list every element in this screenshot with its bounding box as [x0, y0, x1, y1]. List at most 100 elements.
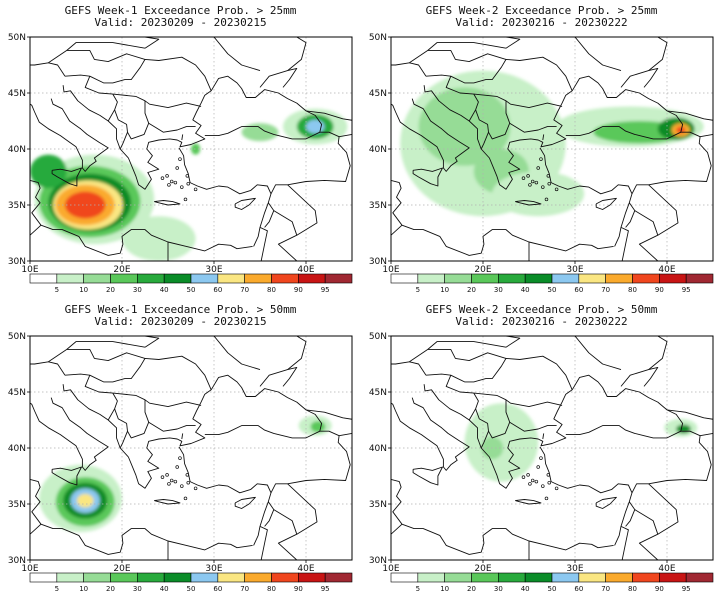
- colorbar-tick-label: 80: [628, 585, 637, 593]
- lon-label: 10E: [21, 564, 38, 574]
- country-border: [119, 132, 128, 150]
- panel-title: GEFS Week-1 Exceedance Prob. > 25mm: [64, 4, 297, 17]
- country-border: [542, 433, 545, 440]
- colorbar-tick-label: 5: [416, 585, 420, 593]
- colorbar-swatch-90: [271, 572, 299, 583]
- country-border: [409, 348, 507, 363]
- colorbar-tick-label: 50: [548, 585, 557, 593]
- colorbar-swatch-50: [524, 273, 553, 284]
- colorbar-tick-label: 50: [548, 286, 557, 294]
- colorbar-swatch-5: [390, 273, 419, 284]
- lon-label: 20E: [474, 564, 491, 574]
- island: [185, 174, 190, 178]
- coastline: [51, 167, 82, 187]
- country-border: [425, 355, 573, 390]
- island: [547, 181, 551, 186]
- coastline: [30, 478, 253, 555]
- lon-label: 30E: [566, 265, 583, 275]
- coastline: [539, 446, 633, 546]
- precip-contour-90: [64, 191, 106, 219]
- island: [183, 197, 188, 202]
- map-canvas: 10E 20E 30E 40E 50N 45N 40N 35N 30N 5 10 20 30 40 50 60…: [369, 332, 714, 593]
- country-border: [112, 392, 202, 408]
- coastline: [539, 147, 633, 247]
- colorbar-tick-label: 30: [133, 585, 142, 593]
- lon-label: 20E: [474, 265, 491, 275]
- colorbar-tick-label: 20: [106, 286, 115, 294]
- lat-label: 35N: [369, 500, 387, 510]
- island: [539, 157, 543, 161]
- colorbar-swatch-10: [56, 572, 84, 583]
- coastline: [595, 197, 617, 210]
- colorbar-swatch-100: [685, 273, 714, 284]
- colorbar-swatch-60: [190, 273, 219, 284]
- island: [554, 187, 559, 192]
- colorbar-swatch-5: [29, 273, 58, 284]
- lon-label: 40E: [658, 564, 675, 574]
- coastline: [391, 98, 470, 172]
- country-border: [259, 525, 268, 560]
- colorbar-swatch-20: [444, 273, 472, 284]
- country-border: [480, 431, 489, 449]
- coastline: [391, 397, 470, 471]
- country-border: [64, 355, 212, 390]
- country-border: [305, 110, 352, 138]
- lat-label: 30N: [8, 556, 26, 566]
- island: [186, 480, 190, 485]
- country-border: [509, 122, 557, 133]
- country-border: [144, 37, 160, 49]
- graticule: [391, 37, 713, 261]
- island: [173, 180, 178, 185]
- country-border: [666, 409, 713, 437]
- country-border: [112, 93, 202, 109]
- lon-label: 10E: [21, 265, 38, 275]
- island: [193, 486, 198, 491]
- country-border: [213, 37, 261, 72]
- map-canvas: 10E 20E 30E 40E 50N 45N 40N 35N 30N 5 10 20 30 40 50 60…: [8, 332, 353, 593]
- colorbar-swatch-80: [244, 572, 272, 583]
- country-border: [631, 131, 712, 195]
- lat-label: 30N: [369, 257, 387, 267]
- lon-label: 20E: [113, 564, 130, 574]
- colorbar-swatch-100: [685, 572, 714, 583]
- island: [554, 486, 559, 491]
- colorbar-tick-label: 50: [187, 585, 196, 593]
- precip-contour-70: [76, 493, 94, 508]
- colorbar-swatch-90: [271, 273, 299, 284]
- graticule: [30, 37, 352, 261]
- country-border: [114, 100, 150, 140]
- lat-label: 40N: [369, 444, 387, 454]
- precip-contour-10: [492, 171, 585, 217]
- colorbar-tick-label: 60: [574, 286, 583, 294]
- colorbar-swatch-40: [498, 572, 526, 583]
- precip-contour-20: [241, 123, 279, 142]
- country-border: [30, 523, 42, 535]
- colorbar-tick-label: 40: [160, 585, 169, 593]
- island: [526, 473, 530, 477]
- precip-contour-90: [676, 126, 686, 134]
- island: [541, 484, 545, 488]
- coastline: [30, 98, 109, 172]
- lon-label: 30E: [205, 564, 222, 574]
- country-border: [391, 224, 403, 236]
- coastline: [515, 200, 542, 206]
- country-border: [648, 184, 679, 236]
- country-border: [305, 409, 352, 437]
- island: [167, 482, 171, 486]
- island: [178, 456, 182, 460]
- country-border: [287, 336, 307, 370]
- island: [169, 478, 174, 483]
- coastline: [51, 466, 82, 486]
- colorbar-swatch-5: [29, 572, 58, 583]
- country-border: [114, 399, 150, 439]
- colorbar-tick-label: 40: [160, 286, 169, 294]
- colorbar-tick-label: 60: [574, 585, 583, 593]
- colorbar-tick-label: 80: [628, 286, 637, 294]
- colorbar-swatch-70: [217, 572, 245, 583]
- country-border: [666, 110, 713, 138]
- colorbar-tick-label: 70: [240, 286, 249, 294]
- coastline: [391, 478, 614, 555]
- colorbar-tick-label: 20: [467, 286, 476, 294]
- coastline: [391, 179, 614, 256]
- colorbar-swatch-80: [605, 572, 633, 583]
